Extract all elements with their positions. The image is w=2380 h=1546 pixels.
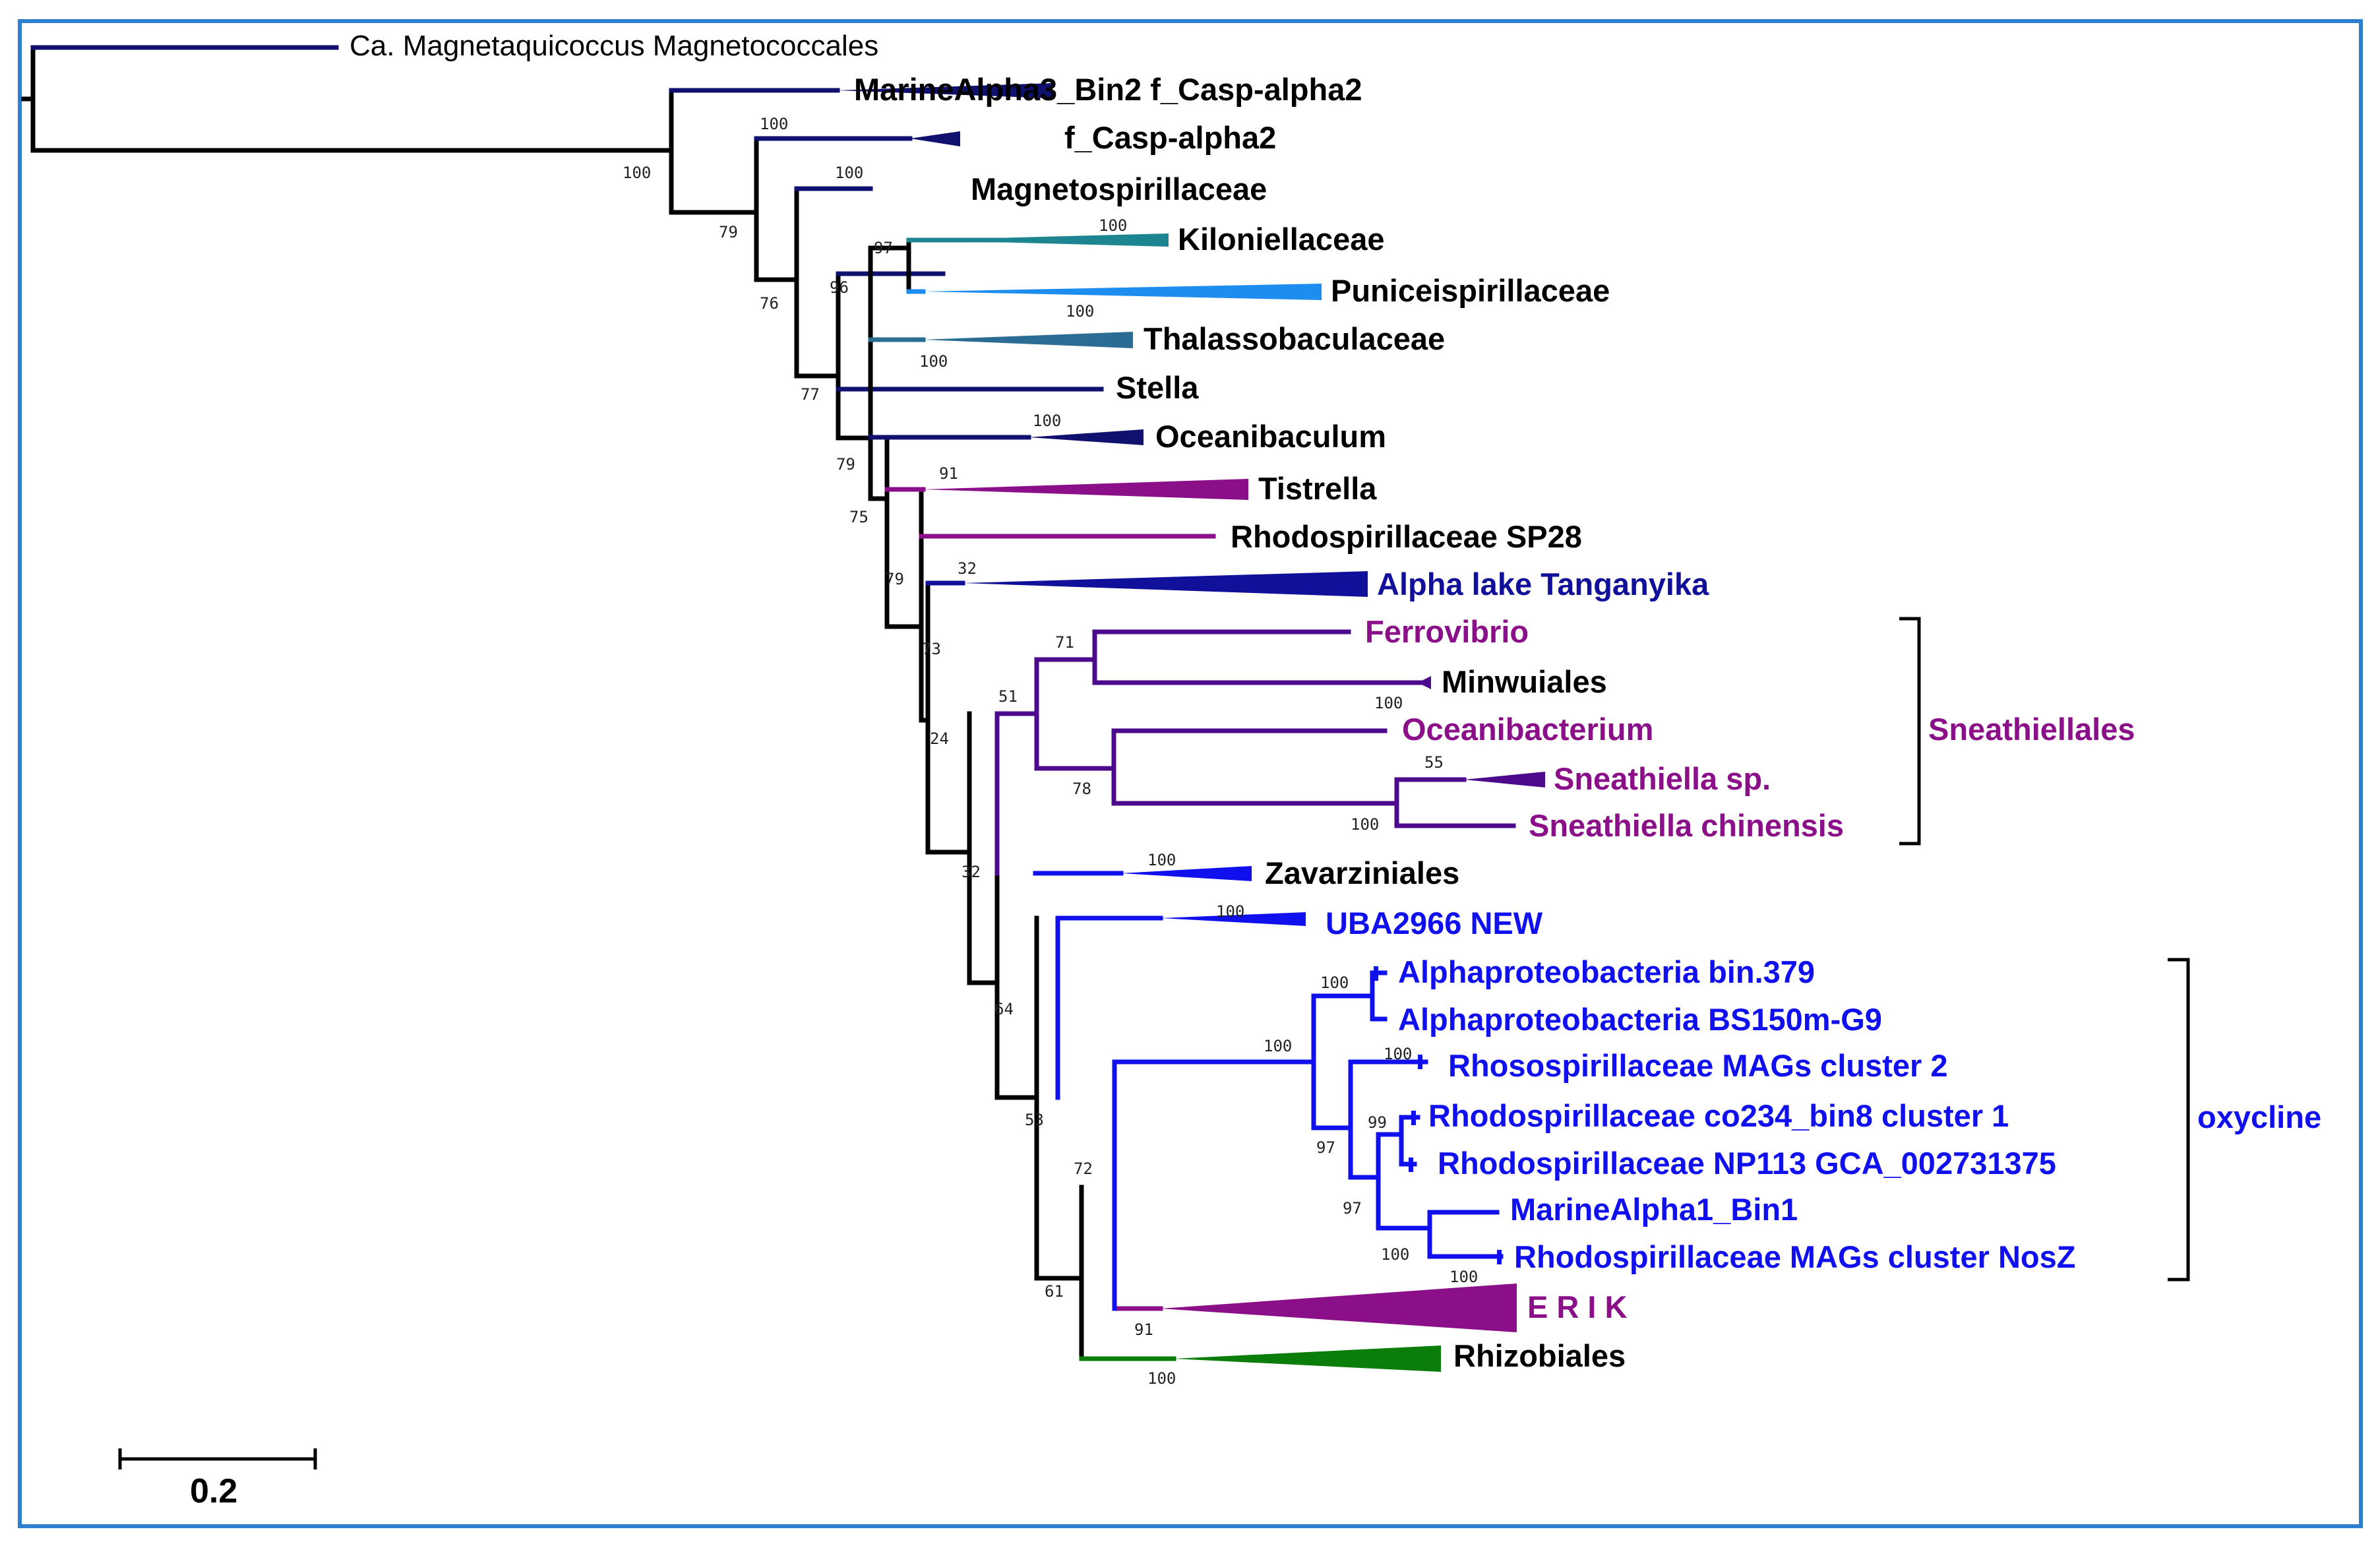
collapsed-clades-upper [838, 83, 1368, 597]
label-alpha-lake-tanganyika: Alpha lake Tanganyika [1377, 567, 1709, 602]
support-value: 100 [919, 352, 948, 371]
support-value: 100 [1381, 1245, 1409, 1264]
support-value: 76 [760, 294, 779, 313]
support-value: 51 [998, 687, 1018, 706]
support-value: 97 [1343, 1199, 1362, 1218]
label-kiloniellaceae: Kiloniellaceae [1178, 222, 1385, 257]
taxon-labels: Ca. Magnetaquicoccus Magnetococcales Mar… [350, 30, 2075, 1373]
figure-frame [18, 19, 2363, 1528]
label-marinealpha3: MarineAlpha3_Bin2 f_Casp-alpha2 [854, 72, 1362, 107]
support-value: 100 [1320, 974, 1349, 992]
label-magnetospirillaceae: Magnetospirillaceae [971, 171, 1267, 206]
support-value: 100 [835, 164, 863, 182]
scale-bar [118, 1448, 317, 1469]
label-uba2966-new: UBA2966 NEW [1326, 906, 1543, 941]
support-value: 97 [874, 239, 893, 257]
support-value: 32 [958, 559, 977, 578]
support-value: 73 [922, 640, 941, 658]
label-oceanibaculum: Oceanibaculum [1155, 419, 1386, 454]
label-erik: E R I K [1527, 1289, 1628, 1324]
support-value: 78 [1072, 780, 1091, 798]
label-marinealpha1: MarineAlpha1_Bin1 [1510, 1192, 1798, 1227]
support-value: 100 [1066, 302, 1094, 321]
support-value: 75 [849, 508, 869, 526]
support-value: 100 [1147, 851, 1176, 869]
group-label-oxycline: oxycline [2197, 1099, 2321, 1134]
sneathiellales-bracket [1899, 617, 1921, 846]
backbone-branches [21, 45, 1084, 1361]
support-value: 71 [1055, 633, 1074, 652]
label-tistrella: Tistrella [1258, 471, 1377, 506]
label-zavarziniales: Zavarziniales [1265, 855, 1459, 890]
label-rhodospirillaceae-np113: Rhodospirillaceae NP113 GCA_002731375 [1438, 1146, 2056, 1181]
collapsed-clades-sneathiellales [1418, 676, 1545, 788]
label-casp-alpha2: f_Casp-alpha2 [1064, 120, 1276, 155]
support-value: 32 [961, 863, 981, 881]
oxycline-bracket [2168, 958, 2190, 1282]
support-value: 100 [1099, 216, 1127, 235]
support-value: 77 [801, 385, 820, 404]
support-value: 100 [623, 164, 651, 182]
support-value: 64 [994, 1000, 1014, 1018]
label-alpha-bin379: Alphaproteobacteria bin.379 [1398, 954, 1815, 989]
label-sneathiella-sp: Sneathiella sp. [1554, 761, 1771, 796]
label-rhodospirillaceae-sp28: Rhodospirillaceae SP28 [1231, 519, 1582, 554]
support-value: 79 [885, 570, 904, 588]
sneathiellales-branches [994, 629, 1516, 876]
support-value: 91 [939, 464, 958, 483]
support-value: 99 [1368, 1113, 1387, 1132]
support-value: 100 [1264, 1037, 1292, 1055]
support-value: 100 [1147, 1369, 1176, 1388]
label-rhodospirillaceae-nosz: Rhodospirillaceae MAGs cluster NosZ [1514, 1239, 2075, 1274]
label-alpha-bs150m: Alphaproteobacteria BS150m-G9 [1398, 1002, 1882, 1037]
label-thalassobaculaceae: Thalassobaculaceae [1144, 321, 1445, 356]
label-sneathiella-chinensis: Sneathiella chinensis [1529, 808, 1844, 843]
label-ferrovibrio: Ferrovibrio [1365, 614, 1529, 649]
label-puniceispirillaceae: Puniceispirillaceae [1331, 273, 1610, 308]
collapsed-clades-blue [1121, 866, 1502, 1264]
support-value: 100 [1374, 694, 1403, 712]
support-value: 61 [1045, 1282, 1064, 1301]
support-value: 100 [1033, 412, 1061, 430]
label-magnetaquicoccus: Ca. Magnetaquicoccus Magnetococcales [350, 30, 878, 62]
bottom-clade-branches [1079, 1276, 1176, 1361]
support-value: 79 [836, 455, 855, 474]
support-value: 55 [1424, 753, 1444, 772]
support-value: 100 [760, 115, 788, 133]
blue-clade-branches [1033, 871, 1504, 1281]
scale-bar-label: 0.2 [190, 1472, 237, 1510]
support-value: 24 [930, 729, 949, 748]
label-stella: Stella [1116, 370, 1199, 405]
label-rhosospirillaceae-cluster2: Rhosospirillaceae MAGs cluster 2 [1448, 1048, 1948, 1083]
collapsed-clades-bottom [1161, 1283, 1517, 1372]
group-label-sneathiellales: Sneathiellales [1928, 712, 2135, 747]
support-value: 100 [1351, 815, 1379, 834]
support-value: 100 [1216, 902, 1244, 921]
support-value: 72 [1074, 1160, 1093, 1178]
support-value: 96 [830, 278, 849, 297]
support-value: 100 [1449, 1268, 1478, 1286]
support-value: 97 [1316, 1138, 1335, 1157]
upper-clade-branches [30, 45, 1216, 586]
label-rhizobiales: Rhizobiales [1453, 1338, 1626, 1373]
support-value: 100 [1384, 1045, 1412, 1063]
label-oceanibacterium: Oceanibacterium [1402, 712, 1653, 747]
support-value: 53 [1025, 1111, 1044, 1129]
support-value: 79 [719, 223, 738, 241]
label-minwuiales: Minwuiales [1442, 664, 1607, 699]
label-rhodospirillaceae-co234: Rhodospirillaceae co234_bin8 cluster 1 [1428, 1098, 2009, 1133]
support-values: 100 100 79 100 76 97 100 96 100 100 77 1… [623, 115, 1478, 1388]
support-value: 91 [1134, 1320, 1153, 1339]
